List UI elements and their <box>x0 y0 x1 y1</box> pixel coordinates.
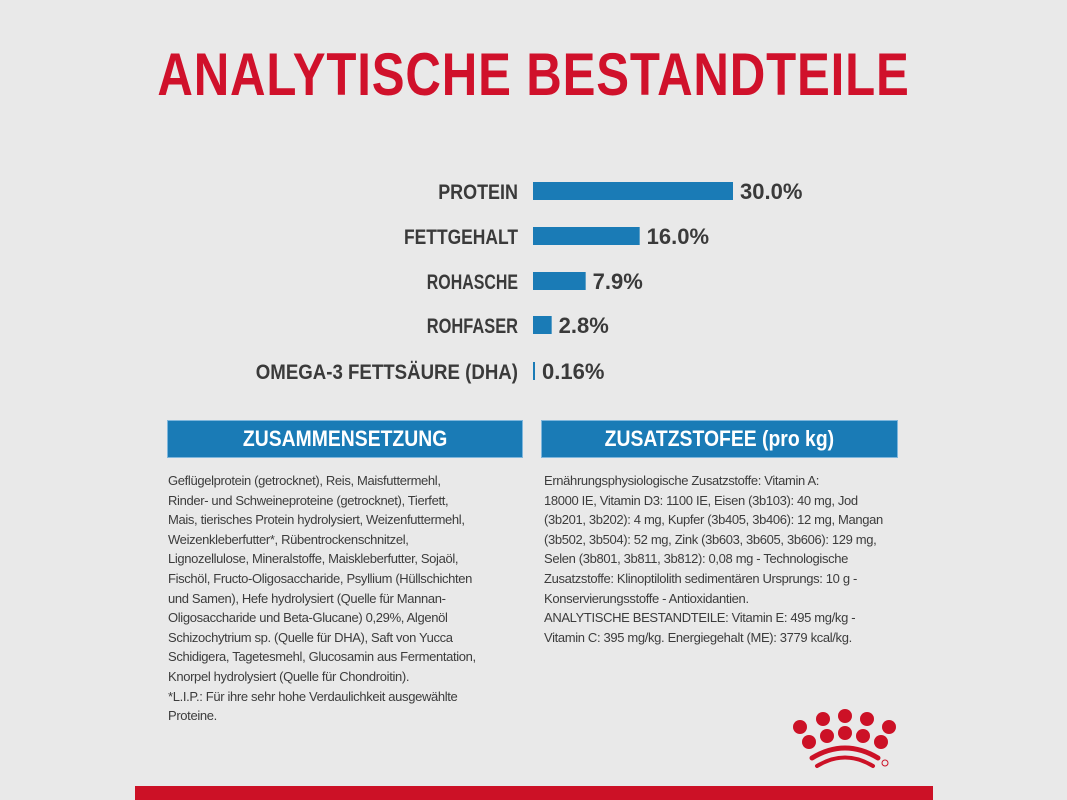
bar-protein <box>533 182 733 200</box>
additives-line: (3b502, 3b504): 52 mg, Zink (3b603, 3b60… <box>544 531 877 547</box>
bar-rohfaser <box>533 316 552 334</box>
additives-line: Konservierungsstoffe - Antioxidantien. <box>544 590 749 606</box>
composition-line: Schidigera, Tagetesmehl, Glucosamin aus … <box>168 649 476 665</box>
additives-line: (3b201, 3b202): 4 mg, Kupfer (3b405, 3b4… <box>544 512 883 528</box>
composition-line: Weizenkleberfutter*, Rübentrockenschnitz… <box>168 531 409 547</box>
additives-line: ANALYTISCHE BESTANDTEILE: Vitamin E: 495… <box>544 610 856 626</box>
page-title: ANALYTISCHE BESTANDTEILE <box>157 41 910 108</box>
additives-heading: ZUSATZSTOFEE (pro kg) <box>604 426 835 451</box>
category-label: FETTGEHALT <box>404 226 518 249</box>
bar-rohasche <box>533 272 586 290</box>
composition-line: Fischöl, Fructo-Oligosaccharide, Psylliu… <box>168 570 473 586</box>
composition-line: Schizochytrium sp. (Quelle für DHA), Saf… <box>168 629 453 645</box>
additives-line: 18000 IE, Vitamin D3: 1100 IE, Eisen (3b… <box>544 492 858 508</box>
composition-line: Knorpel hydrolysiert (Quelle für Chondro… <box>168 668 410 684</box>
composition-line: Mais, tierisches Protein hydrolysiert, W… <box>168 512 465 528</box>
additives-line: Selen (3b801, 3b811, 3b812): 0,08 mg - T… <box>544 551 849 567</box>
composition-header: ZUSAMMENSETZUNG <box>167 420 523 458</box>
bar-fettgehalt <box>533 227 640 245</box>
additives-line: Zusatzstoffe: Klinoptilolith sedimentäre… <box>544 570 857 586</box>
additives-line: Vitamin C: 395 mg/kg. Energiegehalt (ME)… <box>544 629 852 645</box>
additives-line: Ernährungsphysiologische Zusatzstoffe: V… <box>544 473 820 488</box>
category-label: OMEGA-3 FETTSÄURE (DHA) <box>256 361 518 384</box>
category-label: ROHFASER <box>427 315 518 338</box>
data-label: 30.0% <box>740 179 802 204</box>
composition-line: *L.I.P.: Für ihre sehr hohe Verdaulichke… <box>168 688 458 704</box>
composition-line: Lignozellulose, Mineralstoffe, Maisklebe… <box>168 551 459 567</box>
composition-heading: ZUSAMMENSETZUNG <box>242 426 448 451</box>
composition-line: Proteine. <box>168 708 217 724</box>
composition-line: Geflügelprotein (getrocknet), Reis, Mais… <box>168 473 441 488</box>
additives-text: Ernährungsphysiologische Zusatzstoffe: V… <box>544 471 883 647</box>
footer-red-bar <box>135 786 933 800</box>
composition-text: Geflügelprotein (getrocknet), Reis, Mais… <box>168 471 476 726</box>
composition-line: und Samen), Hefe hydrolysiert (Quelle fü… <box>168 590 446 606</box>
data-label: 16.0% <box>647 224 709 249</box>
composition-line: Rinder- und Schweineproteine (getrocknet… <box>168 492 449 508</box>
category-label: PROTEIN <box>438 181 518 204</box>
data-label: 0.16% <box>542 359 604 384</box>
bar-omega-3-fetts-ure-dha- <box>533 362 535 380</box>
data-label: 7.9% <box>593 269 643 294</box>
category-label: ROHASCHE <box>427 271 518 294</box>
nutrient-bar-chart: PROTEIN 30.0% FETTGEHALT 16.0% ROHASCHE 7.9% R… <box>256 179 803 384</box>
data-label: 2.8% <box>559 313 609 338</box>
royal-canin-logo-icon <box>793 709 896 768</box>
additives-header: ZUSATZSTOFEE (pro kg) <box>541 420 898 458</box>
composition-line: Oligosaccharide und Beta-Glucane) 0,29%,… <box>168 610 448 626</box>
